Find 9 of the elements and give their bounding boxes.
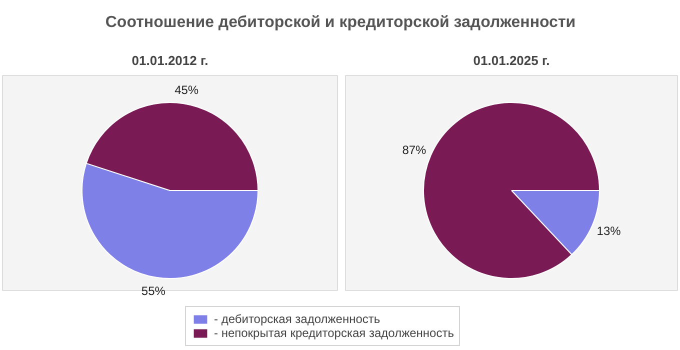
chart-subtitle: 01.01.2025 г. [473, 53, 550, 68]
data-label: 13% [596, 224, 622, 238]
legend-label: - непокрытая кредиторская задолженность [214, 326, 454, 340]
legend-label: - дебиторская задолженность [214, 312, 380, 326]
data-label: 45% [174, 82, 199, 97]
chart-title: Соотношение дебиторской и кредиторской задолженности [105, 14, 576, 31]
data-label: 55% [141, 284, 166, 298]
data-label: 87% [402, 142, 427, 157]
chart-subtitle: 01.01.2012 г. [132, 53, 208, 68]
